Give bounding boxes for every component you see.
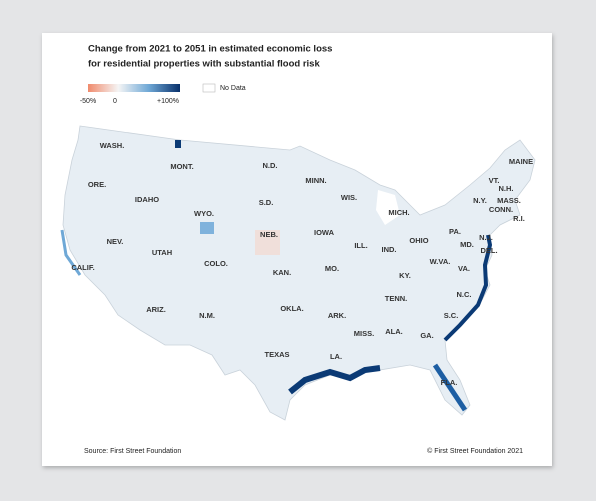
- state-label: R.I.: [513, 214, 525, 223]
- state-label: NEV.: [107, 237, 124, 246]
- us-outline: [62, 125, 536, 421]
- coastal-risk: [443, 234, 493, 342]
- coastal-risk: [60, 229, 82, 276]
- state-label: ALA.: [385, 327, 403, 336]
- state-label: VA.: [458, 264, 470, 273]
- state-label: IND.: [382, 245, 397, 254]
- state-label: MICH.: [388, 208, 409, 217]
- legend-label: -50%: [80, 98, 96, 105]
- state-label: MO.: [325, 264, 339, 273]
- coastal-risk: [288, 365, 381, 395]
- title-line: Change from 2021 to 2051 in estimated ec…: [88, 44, 332, 55]
- state-label: NEB.: [260, 230, 278, 239]
- state-label: OHIO: [409, 236, 428, 245]
- state-label: ARK.: [328, 311, 346, 320]
- state-label: MONT.: [170, 162, 193, 171]
- legend-label: 0: [113, 98, 117, 105]
- state-label: PA.: [449, 227, 461, 236]
- legend-no-data: [202, 83, 216, 93]
- region-shade: [200, 222, 214, 234]
- source: Source: First Street Foundation: [84, 448, 181, 455]
- state-label: N.J.: [479, 233, 493, 242]
- copyright: © First Street Foundation 2021: [427, 447, 523, 455]
- legend-scale: [88, 84, 180, 92]
- region-shade: [175, 140, 181, 148]
- state-label: WYO.: [194, 209, 214, 218]
- state-label: W.VA.: [430, 257, 451, 266]
- state-label: CALIF.: [71, 263, 94, 272]
- state-label: ARIZ.: [146, 305, 166, 314]
- state-label: MASS.: [497, 196, 521, 205]
- state-label: LA.: [330, 352, 342, 361]
- state-label: UTAH: [152, 248, 172, 257]
- state-label: KAN.: [273, 268, 291, 277]
- state-label: MINN.: [305, 176, 326, 185]
- state-label: TEXAS: [264, 350, 289, 359]
- state-label: MAINE: [509, 157, 533, 166]
- state-label: ORE.: [88, 180, 106, 189]
- state-label: MD.: [460, 240, 474, 249]
- state-label: FLA.: [441, 378, 458, 387]
- state-label: N.M.: [199, 311, 215, 320]
- state-label: OKLA.: [280, 304, 303, 313]
- state-label: DEL.: [480, 246, 497, 255]
- legend-label: +100%: [157, 98, 179, 105]
- state-label: CONN.: [489, 205, 513, 214]
- state-label: IDAHO: [135, 195, 159, 204]
- state-label: KY.: [399, 271, 411, 280]
- map: WASH. MONT. N.D. MINN. WIS. MICH. ORE. IDAHO WYO…: [60, 125, 536, 421]
- lake: [376, 190, 400, 225]
- state-label: MISS.: [354, 329, 374, 338]
- state-label: S.D.: [259, 198, 274, 207]
- state-label: VT.: [489, 176, 500, 185]
- state-label: WIS.: [341, 193, 357, 202]
- legend-label: No Data: [220, 85, 246, 92]
- coastal-risk: [432, 363, 468, 412]
- state-label: ILL.: [354, 241, 367, 250]
- state-label: COLO.: [204, 259, 228, 268]
- state-label: N.Y.: [473, 196, 487, 205]
- state-label: WASH.: [100, 141, 125, 150]
- state-label: TENN.: [385, 294, 408, 303]
- state-label: IOWA: [314, 228, 335, 237]
- state-label: N.D.: [263, 161, 278, 170]
- state-label: N.C.: [457, 290, 472, 299]
- state-label: S.C.: [444, 311, 459, 320]
- state-label: N.H.: [499, 184, 514, 193]
- region-shade: [255, 230, 280, 255]
- state-label: GA.: [420, 331, 433, 340]
- title-line: for residential properties with substant…: [88, 59, 320, 70]
